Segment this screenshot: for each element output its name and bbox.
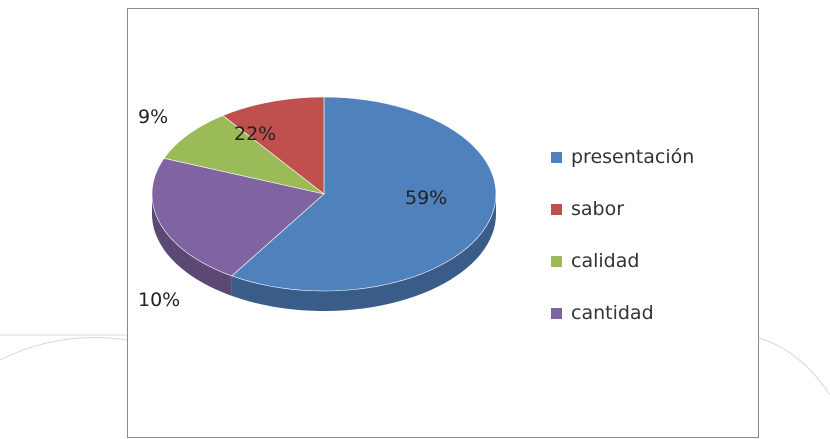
legend-swatch xyxy=(551,307,562,319)
legend-swatch xyxy=(551,203,562,215)
pie-side-3 xyxy=(152,194,232,296)
legend-item-presentacion: presentación xyxy=(551,131,694,183)
legend-label: sabor xyxy=(571,198,625,220)
chart-legend: presentación sabor calidad cantidad xyxy=(551,131,694,339)
legend-item-calidad: calidad xyxy=(551,235,694,287)
data-label-calidad: 9% xyxy=(138,106,169,128)
chart-area: 59% 10% 9% 22% presentación sabor calida… xyxy=(127,8,759,438)
legend-label: cantidad xyxy=(571,302,654,324)
pie-slice-2 xyxy=(163,115,325,195)
legend-item-cantidad: cantidad xyxy=(551,287,694,339)
data-label-presentacion: 59% xyxy=(405,187,448,209)
legend-label: calidad xyxy=(571,250,640,272)
pie-slice-1 xyxy=(222,96,325,195)
pie-slice-3 xyxy=(151,157,325,277)
legend-item-sabor: sabor xyxy=(551,183,694,235)
legend-label: presentación xyxy=(571,146,695,168)
legend-swatch xyxy=(551,255,562,267)
legend-swatch xyxy=(551,151,562,163)
pie-slice-0 xyxy=(231,96,497,292)
data-label-sabor: 10% xyxy=(138,289,181,311)
pie-chart xyxy=(151,96,497,311)
pie-side-0 xyxy=(231,194,496,311)
data-label-cantidad: 22% xyxy=(234,123,277,145)
